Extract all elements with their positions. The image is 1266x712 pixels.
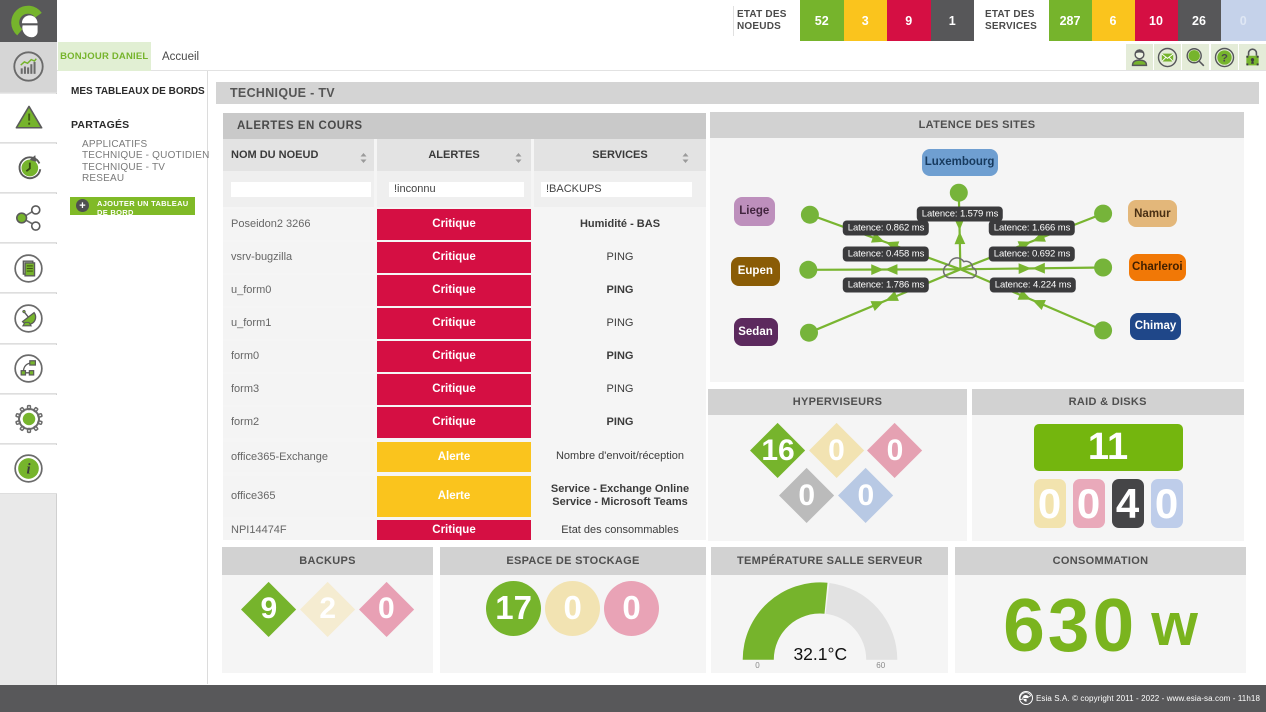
svg-text:i: i (26, 462, 30, 478)
svg-text:?: ? (1221, 52, 1228, 64)
